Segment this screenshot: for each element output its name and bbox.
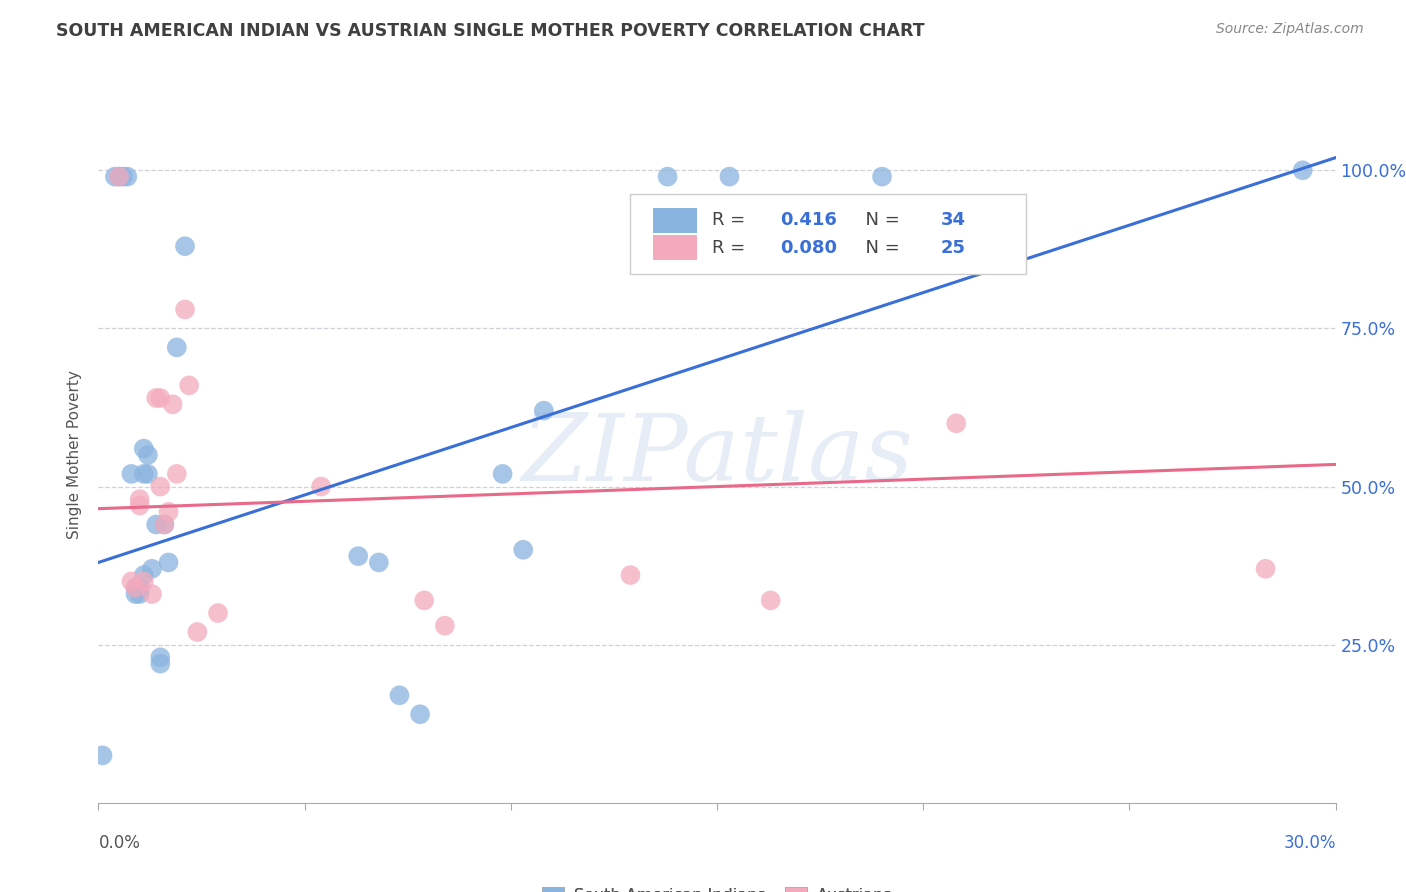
Point bbox=[149, 650, 172, 665]
Point bbox=[141, 587, 163, 601]
Point bbox=[149, 391, 172, 405]
Point bbox=[141, 562, 163, 576]
Point bbox=[149, 657, 172, 671]
Point bbox=[153, 517, 176, 532]
Text: 34: 34 bbox=[941, 211, 966, 229]
Point bbox=[104, 169, 127, 184]
Text: 0.080: 0.080 bbox=[780, 238, 837, 257]
Point bbox=[132, 568, 155, 582]
Point bbox=[108, 169, 131, 184]
Point bbox=[128, 492, 150, 507]
Text: ZIPatlas: ZIPatlas bbox=[522, 410, 912, 500]
Point bbox=[132, 442, 155, 456]
Point bbox=[145, 391, 167, 405]
Point bbox=[157, 556, 180, 570]
Point bbox=[409, 707, 432, 722]
Point bbox=[128, 581, 150, 595]
Point bbox=[207, 606, 229, 620]
Point bbox=[433, 618, 456, 632]
Point bbox=[108, 169, 131, 184]
Point bbox=[512, 542, 534, 557]
Point bbox=[367, 556, 389, 570]
Point bbox=[157, 505, 180, 519]
Text: R =: R = bbox=[711, 211, 751, 229]
Point bbox=[166, 467, 188, 481]
Point bbox=[124, 587, 146, 601]
Point bbox=[179, 378, 201, 392]
Point bbox=[174, 302, 197, 317]
Point bbox=[413, 593, 436, 607]
Point bbox=[174, 239, 197, 253]
Point bbox=[120, 467, 142, 481]
Point bbox=[132, 574, 155, 589]
Text: R =: R = bbox=[711, 238, 751, 257]
FancyBboxPatch shape bbox=[630, 194, 1026, 274]
Point bbox=[136, 467, 159, 481]
Point bbox=[657, 169, 679, 184]
Point bbox=[533, 403, 555, 417]
Point bbox=[347, 549, 370, 563]
Point bbox=[120, 574, 142, 589]
Legend: South American Indians, Austrians: South American Indians, Austrians bbox=[543, 887, 891, 892]
Point bbox=[166, 340, 188, 354]
Point bbox=[162, 397, 184, 411]
Text: Source: ZipAtlas.com: Source: ZipAtlas.com bbox=[1216, 22, 1364, 37]
Text: SOUTH AMERICAN INDIAN VS AUSTRIAN SINGLE MOTHER POVERTY CORRELATION CHART: SOUTH AMERICAN INDIAN VS AUSTRIAN SINGLE… bbox=[56, 22, 925, 40]
Point bbox=[1292, 163, 1315, 178]
Point bbox=[124, 581, 146, 595]
Point bbox=[718, 169, 741, 184]
Point bbox=[91, 748, 114, 763]
Point bbox=[491, 467, 513, 481]
Point bbox=[149, 479, 172, 493]
Point bbox=[186, 625, 208, 640]
Text: 0.416: 0.416 bbox=[780, 211, 837, 229]
Text: 0.0%: 0.0% bbox=[98, 834, 141, 852]
Point bbox=[136, 448, 159, 462]
Point bbox=[128, 587, 150, 601]
Point bbox=[1254, 562, 1277, 576]
Point bbox=[309, 479, 332, 493]
Point bbox=[128, 499, 150, 513]
Point bbox=[153, 517, 176, 532]
Y-axis label: Single Mother Poverty: Single Mother Poverty bbox=[67, 370, 83, 540]
FancyBboxPatch shape bbox=[652, 235, 697, 260]
Point bbox=[117, 169, 139, 184]
Point bbox=[870, 169, 893, 184]
Text: N =: N = bbox=[855, 211, 905, 229]
Text: 25: 25 bbox=[941, 238, 966, 257]
Point bbox=[619, 568, 641, 582]
Point bbox=[945, 417, 967, 431]
Point bbox=[145, 517, 167, 532]
Point bbox=[388, 688, 411, 702]
Point bbox=[124, 581, 146, 595]
Point bbox=[112, 169, 135, 184]
FancyBboxPatch shape bbox=[652, 208, 697, 233]
Text: 30.0%: 30.0% bbox=[1284, 834, 1336, 852]
Point bbox=[759, 593, 782, 607]
Point bbox=[132, 467, 155, 481]
Text: N =: N = bbox=[855, 238, 905, 257]
